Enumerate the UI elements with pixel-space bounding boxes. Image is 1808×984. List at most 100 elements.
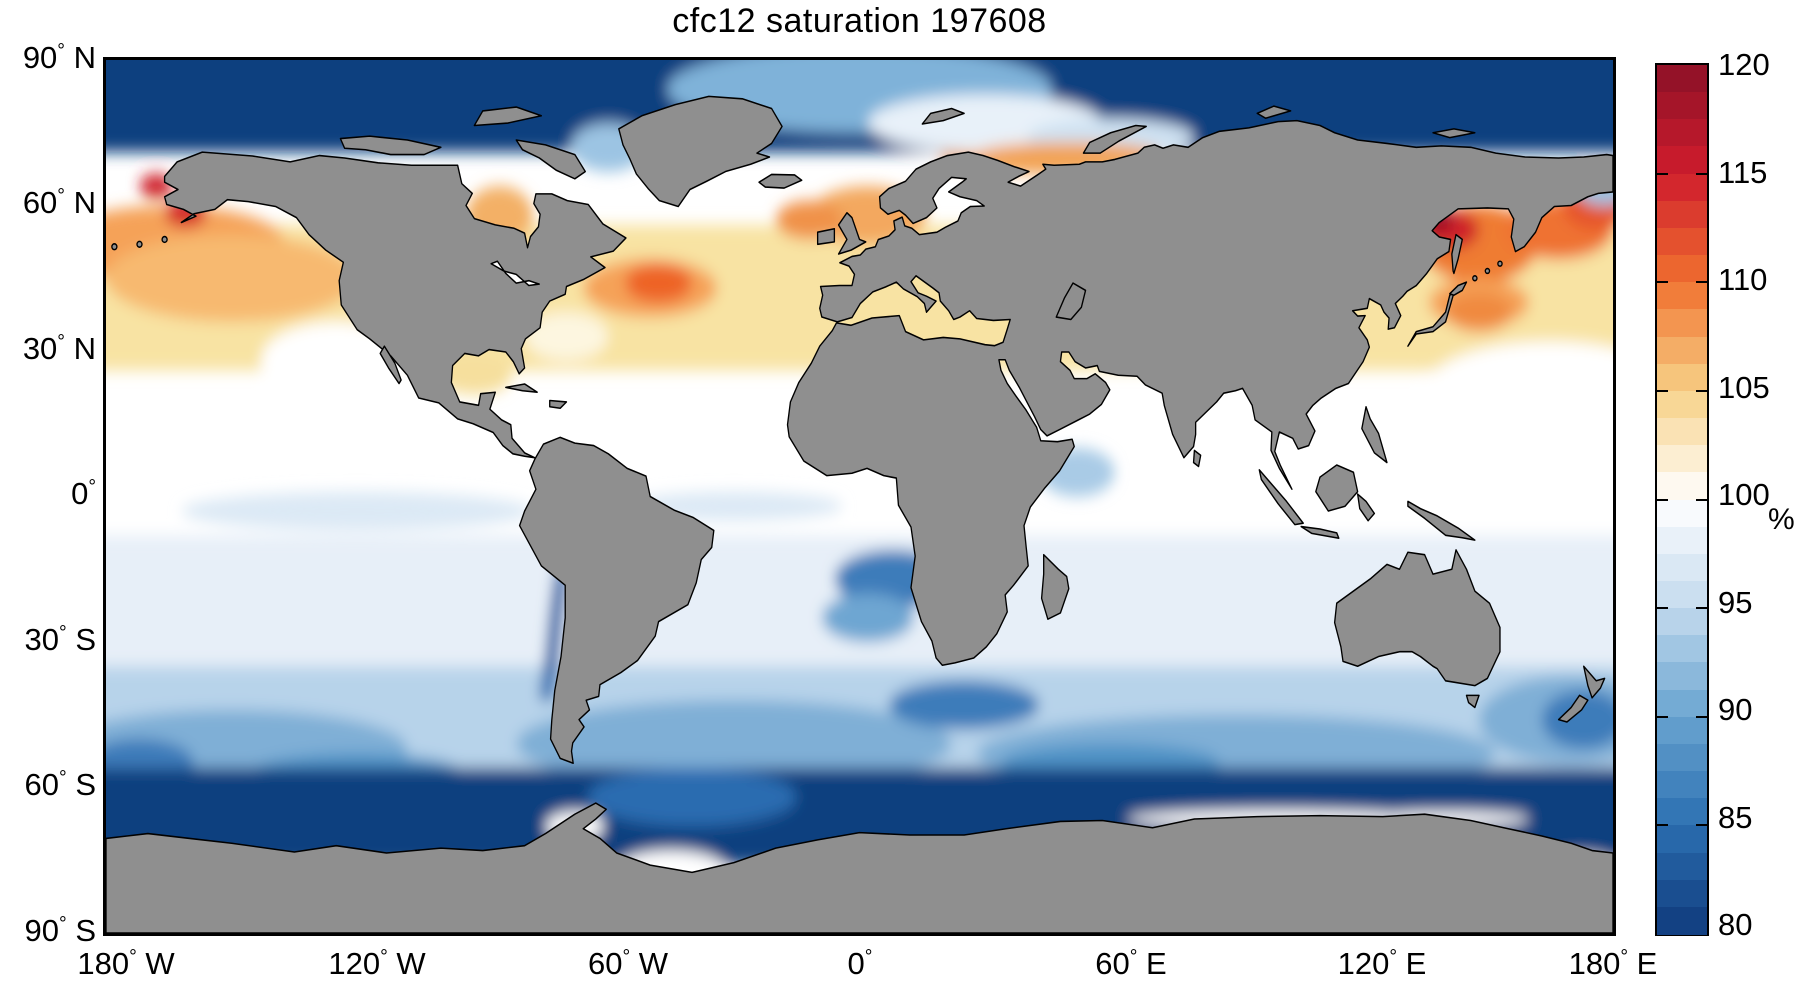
novaya-zemlya (1082, 124, 1147, 154)
y-tick-60S: 60° S (24, 767, 96, 802)
colorbar-tick-90: 90 (1718, 692, 1753, 727)
caspian-sea-mask (1055, 282, 1087, 321)
colorbar-band (1657, 119, 1707, 148)
colorbar-tick-105: 105 (1718, 370, 1770, 405)
colorbar-band (1657, 879, 1707, 908)
colorbar-tick-mark (1657, 715, 1668, 718)
colorbar-band (1657, 418, 1707, 446)
colorbar-band (1657, 173, 1707, 202)
colorbar-band (1657, 390, 1707, 419)
new-zealand-north (1583, 665, 1606, 699)
great-britain (837, 211, 867, 255)
colorbar-band (1657, 146, 1707, 175)
afro-eurasia (786, 119, 1613, 667)
y-tick-30N: 30° N (22, 331, 96, 366)
madagascar (1040, 553, 1070, 620)
colorbar-tick-mark (1657, 607, 1668, 610)
baja-california (379, 345, 402, 385)
australia (1333, 549, 1501, 687)
colorbar-band (1657, 716, 1707, 745)
colorbar-band (1657, 472, 1707, 501)
x-tick-0: 0° (847, 946, 873, 981)
iceland (758, 173, 803, 189)
plot-title: cfc12 saturation 197608 (672, 2, 1047, 40)
colorbar-band (1657, 580, 1707, 609)
colorbar-band (1657, 227, 1707, 256)
colorbar-band (1657, 743, 1707, 772)
colorbar-band (1657, 553, 1707, 582)
colorbar-tick-mark (1657, 389, 1668, 392)
colorbar-tick-mark (1696, 281, 1707, 284)
south-america (518, 436, 715, 765)
java (1300, 525, 1340, 539)
colorbar-tick-mark (1657, 172, 1668, 175)
colorbar-band (1657, 499, 1707, 528)
hokkaido (1449, 281, 1468, 297)
colorbar (1655, 63, 1709, 936)
colorbar-tick-mark (1657, 498, 1668, 501)
new-siberian-islands (1432, 128, 1476, 139)
tasmania (1465, 694, 1480, 709)
colorbar-tick-85: 85 (1718, 800, 1753, 835)
y-tick-0: 0° (71, 476, 96, 511)
severnaya-zemlya (1256, 105, 1292, 119)
north-america (163, 151, 627, 459)
kuril-island (1484, 267, 1491, 275)
svalbard (921, 107, 965, 125)
colorbar-band (1657, 200, 1707, 229)
colorbar-band (1657, 662, 1707, 691)
continents-land-mask (106, 95, 1613, 933)
colorbar-tick-120: 120 (1718, 47, 1770, 82)
new-zealand-south (1557, 694, 1589, 723)
colorbar-band (1657, 255, 1707, 283)
hispaniola (549, 399, 568, 410)
colorbar-band (1657, 798, 1707, 826)
x-tick-60E: 60° E (1095, 946, 1167, 981)
colorbar-tick-95: 95 (1718, 585, 1753, 620)
philippines (1361, 405, 1388, 464)
colorbar-unit-label: % (1768, 503, 1795, 536)
colorbar-band (1657, 852, 1707, 881)
colorbar-tick-mark (1696, 389, 1707, 392)
aleutian-island (111, 243, 118, 251)
greenland (618, 95, 783, 208)
colorbar-band (1657, 825, 1707, 854)
ireland (816, 228, 836, 246)
baffin-island (515, 139, 586, 180)
colorbar-band (1657, 92, 1707, 120)
y-tick-60N: 60° N (22, 185, 96, 220)
aleutian-island (161, 235, 168, 244)
sumatra (1258, 469, 1304, 526)
colorbar-tick-115: 115 (1718, 155, 1768, 190)
y-tick-90S: 90° S (24, 913, 96, 948)
sulawesi (1356, 493, 1376, 522)
colorbar-band (1657, 608, 1707, 636)
colorbar-tick-mark (1696, 498, 1707, 501)
world-heatmap (106, 60, 1613, 933)
colorbar-band (1657, 689, 1707, 718)
y-tick-90N: 90° N (22, 40, 96, 75)
canadian-arctic-islands (339, 135, 442, 156)
cuba (505, 383, 538, 394)
colorbar-tick-mark (1696, 715, 1707, 718)
colorbar-band (1657, 906, 1707, 935)
x-tick-180E: 180° E (1568, 946, 1658, 981)
colorbar-band (1657, 363, 1707, 392)
colorbar-tick-mark (1657, 281, 1668, 284)
colorbar-band (1657, 445, 1707, 473)
new-guinea (1407, 500, 1476, 541)
kuril-island (1497, 260, 1503, 267)
x-tick-180W: 180° W (77, 946, 175, 981)
borneo (1315, 464, 1359, 512)
ellesmere-island (473, 106, 543, 127)
colorbar-band (1657, 65, 1707, 93)
colorbar-tick-mark (1657, 824, 1668, 827)
kuril-island (1472, 275, 1478, 282)
sakhalin (1451, 233, 1463, 275)
antarctica (106, 802, 1613, 933)
colorbar-tick-80: 80 (1718, 907, 1753, 942)
y-tick-30S: 30° S (24, 622, 96, 657)
aleutian-island (136, 240, 143, 248)
x-tick-120E: 120° E (1337, 946, 1427, 981)
